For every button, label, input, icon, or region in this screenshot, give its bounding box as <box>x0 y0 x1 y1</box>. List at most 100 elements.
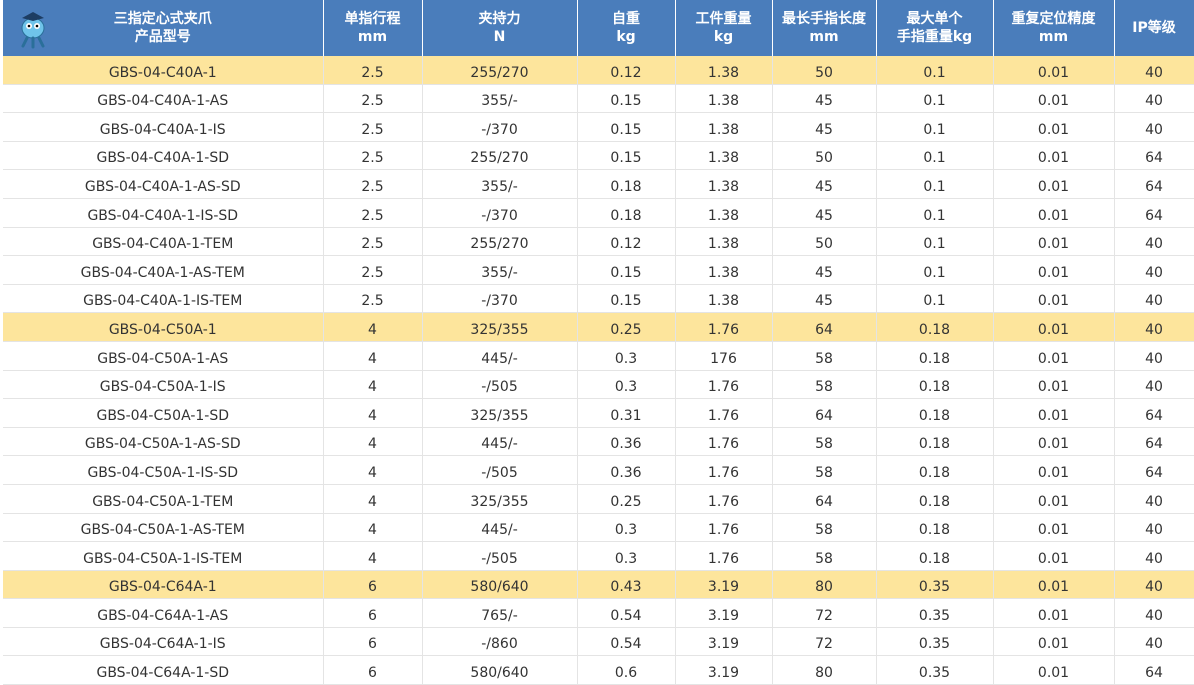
table-cell: 45 <box>772 284 877 314</box>
table-row: GBS-04-C40A-1-IS-SD 2.5 -/370 0.18 1.38 45 0.1… <box>3 198 1194 228</box>
header-line: N <box>493 29 506 45</box>
table-cell: 0.01 <box>993 198 1115 228</box>
table-cell: 0.01 <box>993 227 1115 257</box>
table-cell: 355/- <box>422 255 578 285</box>
table-cell: 58 <box>772 427 877 457</box>
table-cell: 64 <box>1114 198 1194 228</box>
table-cell: 580/640 <box>422 570 578 600</box>
table-cell: 0.01 <box>993 255 1115 285</box>
table-row: GBS-04-C40A-1-IS-TEM 2.5 -/370 0.15 1.38 45 0.… <box>3 284 1194 314</box>
table-cell: 50 <box>772 141 877 171</box>
table-cell: -/505 <box>422 370 578 400</box>
table-cell: 58 <box>772 455 877 485</box>
table-cell: 45 <box>772 255 877 285</box>
table-cell: 40 <box>1114 598 1194 628</box>
header-line: 单指行程 <box>344 11 401 27</box>
table-cell: 40 <box>1114 84 1194 114</box>
table-cell: 6 <box>323 570 423 600</box>
table-cell: 255/270 <box>422 141 578 171</box>
table-cell: 45 <box>772 112 877 142</box>
table-cell: 40 <box>1114 255 1194 285</box>
table-cell: 4 <box>323 341 423 371</box>
table-cell: 0.01 <box>993 141 1115 171</box>
table-cell: 58 <box>772 541 877 571</box>
table-cell: 445/- <box>422 513 578 543</box>
table-cell: 1.38 <box>675 56 773 85</box>
table-cell: 6 <box>323 598 423 628</box>
table-cell: -/370 <box>422 112 578 142</box>
table-cell: 40 <box>1114 227 1194 257</box>
table-cell: GBS-04-C50A-1-AS-TEM <box>3 513 324 543</box>
table-cell: 1.76 <box>675 455 773 485</box>
header-line: IP等级 <box>1132 20 1176 36</box>
table-cell: 64 <box>1114 169 1194 199</box>
table-cell: 0.01 <box>993 370 1115 400</box>
table-cell: 1.76 <box>675 427 773 457</box>
table-cell: 1.38 <box>675 227 773 257</box>
table-cell: -/370 <box>422 284 578 314</box>
table-row: GBS-04-C40A-1-SD 2.5 255/270 0.15 1.38 50 0.1 0… <box>3 141 1194 171</box>
table-cell: 255/270 <box>422 227 578 257</box>
table-cell: GBS-04-C50A-1-AS <box>3 341 324 371</box>
table-cell: 0.3 <box>577 513 676 543</box>
table-cell: 0.35 <box>876 627 994 657</box>
header-cell: 自重 kg <box>577 0 676 56</box>
table-cell: 0.15 <box>577 112 676 142</box>
header-line: 工件重量 <box>695 11 752 27</box>
table-cell: 58 <box>772 513 877 543</box>
table-cell: GBS-04-C50A-1-IS <box>3 370 324 400</box>
table-cell: GBS-04-C50A-1 <box>3 312 324 342</box>
table-cell: 40 <box>1114 541 1194 571</box>
table-row: GBS-04-C50A-1-AS-SD 4 445/- 0.36 1.76 58 0.18 0… <box>3 427 1194 457</box>
table-cell: 1.76 <box>675 513 773 543</box>
table-cell: 0.15 <box>577 255 676 285</box>
table-cell: 64 <box>1114 455 1194 485</box>
table-cell: 0.36 <box>577 427 676 457</box>
table-row: GBS-04-C40A-1-TEM 2.5 255/270 0.12 1.38 50 0.1… <box>3 227 1194 257</box>
table-cell: 0.6 <box>577 655 676 685</box>
table-cell: GBS-04-C50A-1-TEM <box>3 484 324 514</box>
table-cell: 0.18 <box>876 427 994 457</box>
table-row: GBS-04-C64A-1-SD 6 580/640 0.6 3.19 80 0.35 0.0… <box>3 655 1194 685</box>
table-cell: -/860 <box>422 627 578 657</box>
header-cell: 最长手指长度 mm <box>772 0 877 56</box>
table-cell: 40 <box>1114 370 1194 400</box>
table-cell: 0.1 <box>876 56 994 85</box>
table-cell: 0.01 <box>993 655 1115 685</box>
header-cell: 工件重量 kg <box>675 0 773 56</box>
table-cell: 64 <box>1114 141 1194 171</box>
table-row: GBS-04-C40A-1-IS 2.5 -/370 0.15 1.38 45 0.1 0.0… <box>3 112 1194 142</box>
table-row: GBS-04-C64A-1-IS 6 -/860 0.54 3.19 72 0.35 0.01… <box>3 627 1194 657</box>
table-row: GBS-04-C50A-1-AS-TEM 4 445/- 0.3 1.76 58 0.18 0… <box>3 513 1194 543</box>
header-line: mm <box>809 29 839 45</box>
header-line: 重复定位精度 <box>1011 11 1096 27</box>
table-cell: 0.3 <box>577 541 676 571</box>
table-cell: 64 <box>772 484 877 514</box>
table-cell: 40 <box>1114 284 1194 314</box>
table-cell: 4 <box>323 398 423 428</box>
table-cell: 0.12 <box>577 227 676 257</box>
table-cell: 0.15 <box>577 284 676 314</box>
header-line: mm <box>357 29 388 45</box>
table-cell: 40 <box>1114 56 1194 85</box>
table-cell: 0.01 <box>993 455 1115 485</box>
table-cell: GBS-04-C40A-1-AS-TEM <box>3 255 324 285</box>
table-cell: 445/- <box>422 341 578 371</box>
table-cell: 72 <box>772 627 877 657</box>
table-cell: 40 <box>1114 341 1194 371</box>
table-cell: 0.3 <box>577 370 676 400</box>
table-cell: 0.43 <box>577 570 676 600</box>
table-cell: 0.1 <box>876 255 994 285</box>
table-cell: 1.38 <box>675 255 773 285</box>
table-cell: GBS-04-C40A-1-SD <box>3 141 324 171</box>
table-cell: GBS-04-C40A-1-IS-TEM <box>3 284 324 314</box>
table-cell: GBS-04-C50A-1-IS-TEM <box>3 541 324 571</box>
table-cell: 0.1 <box>876 227 994 257</box>
table-row: GBS-04-C50A-1-AS 4 445/- 0.3 176 58 0.18 0.01 40 <box>3 341 1194 371</box>
table-cell: 1.38 <box>675 169 773 199</box>
table-cell: 0.1 <box>876 84 994 114</box>
table-cell: 1.38 <box>675 112 773 142</box>
table-cell: 1.76 <box>675 484 773 514</box>
table-cell: -/505 <box>422 541 578 571</box>
table-row: GBS-04-C50A-1-SD 4 325/355 0.31 1.76 64 0.18 0.… <box>3 398 1194 428</box>
